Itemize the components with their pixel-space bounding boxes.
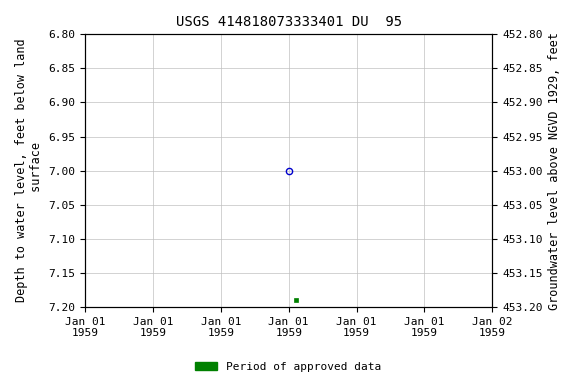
Y-axis label: Depth to water level, feet below land
 surface: Depth to water level, feet below land su… xyxy=(15,39,43,303)
Y-axis label: Groundwater level above NGVD 1929, feet: Groundwater level above NGVD 1929, feet xyxy=(548,32,561,310)
Title: USGS 414818073333401 DU  95: USGS 414818073333401 DU 95 xyxy=(176,15,402,29)
Legend: Period of approved data: Period of approved data xyxy=(191,358,385,377)
